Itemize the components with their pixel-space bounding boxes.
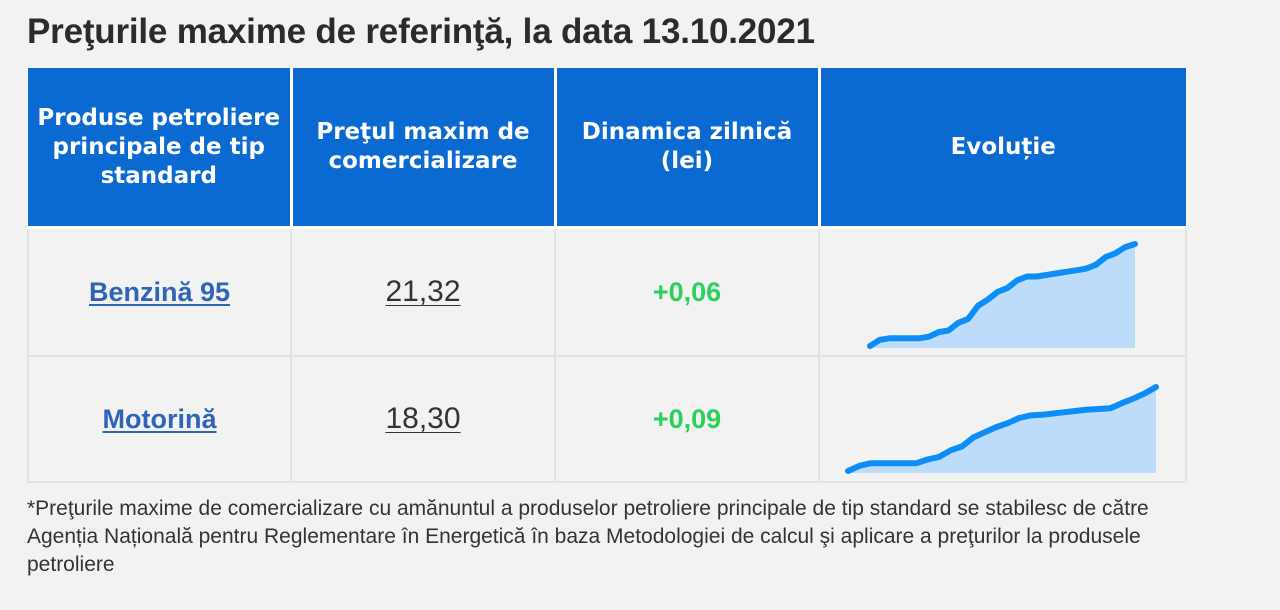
header-products: Produse petroliere principale de tip sta… (28, 68, 293, 229)
price-value-motorina[interactable]: 18,30 (385, 402, 461, 435)
table-row: Motorină 18,30 +0,09 (27, 355, 1187, 483)
daily-dynamic-benzina-95: +0,06 (652, 276, 722, 307)
price-cell: 18,30 (290, 355, 556, 483)
sparkline-line (845, 384, 1159, 474)
price-value-benzina-95[interactable]: 21,32 (385, 275, 461, 308)
sparkline-motorina[interactable] (820, 357, 1184, 481)
product-cell: Benzină 95 (27, 226, 292, 357)
sparkline-benzina-95[interactable] (820, 230, 1184, 354)
sparkline-area (848, 387, 1156, 473)
header-evolution: Evoluție (817, 68, 1186, 229)
table-row: Benzină 95 21,32 +0,06 (27, 226, 1187, 357)
dynamic-cell: +0,06 (554, 226, 820, 357)
header-daily-dynamic: Dinamica zilnică (lei) (553, 68, 821, 229)
sparkline-area (870, 244, 1135, 348)
footnote: *Preţurile maxime de comercializare cu a… (27, 497, 1149, 576)
product-cell: Motorină (27, 355, 292, 483)
page-title: Preţurile maxime de referinţă, la data 1… (27, 12, 815, 51)
daily-dynamic-motorina: +0,09 (652, 403, 722, 434)
product-link-motorina[interactable]: Motorină (102, 403, 217, 434)
fuel-prices-table: Produse petroliere principale de tip sta… (27, 68, 1187, 483)
table-header-row: Produse petroliere principale de tip sta… (28, 68, 1186, 229)
product-link-benzina-95[interactable]: Benzină 95 (88, 276, 231, 307)
evolution-cell (818, 226, 1187, 357)
price-cell: 21,32 (290, 226, 556, 357)
dynamic-cell: +0,09 (554, 355, 820, 483)
evolution-cell (818, 355, 1187, 483)
header-max-price: Preţul maxim de comercializare (289, 68, 557, 229)
sparkline-line (867, 241, 1138, 349)
